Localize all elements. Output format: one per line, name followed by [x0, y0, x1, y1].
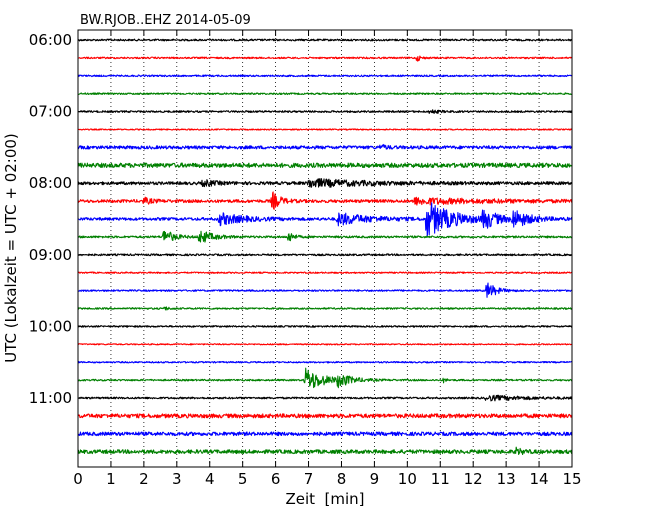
y-tick-label: 07:00 [29, 103, 72, 121]
trace-line [77, 178, 573, 188]
trace-line [77, 306, 573, 311]
y-tick-label: 06:00 [29, 31, 72, 49]
trace-line [77, 162, 573, 169]
trace-line [77, 202, 573, 237]
trace-line [77, 92, 573, 96]
y-axis-ticks: 06:00 07:00 08:00 09:00 10:00 11:00 [29, 31, 572, 407]
x-tick-label: 13 [497, 470, 516, 488]
trace-line [77, 431, 573, 437]
x-tick-label: 1 [106, 470, 116, 488]
x-tick-label: 3 [172, 470, 182, 488]
x-tick-label: 9 [370, 470, 380, 488]
trace-line [77, 230, 573, 243]
trace-line [77, 191, 573, 210]
y-tick-label: 09:00 [29, 246, 72, 264]
trace-line [77, 109, 573, 114]
x-tick-label: 8 [337, 470, 347, 488]
trace-line [77, 413, 573, 419]
x-tick-label: 0 [73, 470, 83, 488]
x-tick-label: 15 [562, 470, 581, 488]
trace-line [77, 446, 573, 456]
trace-line [77, 282, 573, 298]
trace-line [77, 253, 573, 257]
chart-title: BW.RJOB..EHZ 2014-05-09 [80, 13, 251, 28]
x-tick-label: 12 [464, 470, 483, 488]
x-tick-label: 5 [238, 470, 248, 488]
trace-line [77, 271, 573, 274]
y-tick-label: 08:00 [29, 174, 72, 192]
y-axis-label: UTC (Lokalzeit = UTC + 02:00) [2, 133, 20, 363]
plot-frame [77, 29, 573, 468]
x-tick-label: 2 [139, 470, 149, 488]
x-tick-label: 7 [304, 470, 314, 488]
x-axis-ticks: 0 1 2 3 4 5 6 7 8 9 10 11 12 13 14 15 [73, 30, 582, 488]
x-tick-label: 10 [398, 470, 417, 488]
trace-line [77, 325, 573, 328]
trace-line [77, 74, 573, 78]
trace-line [77, 143, 573, 150]
vertical-grid [110, 30, 540, 467]
x-tick-label: 11 [431, 470, 450, 488]
trace-line [77, 360, 573, 364]
x-tick-label: 6 [271, 470, 281, 488]
trace-line [77, 367, 573, 389]
trace-line [77, 343, 573, 346]
y-tick-label: 10:00 [29, 317, 72, 335]
x-tick-label: 14 [530, 470, 549, 488]
x-axis-label: Zeit [min] [285, 490, 364, 508]
trace-line [77, 128, 573, 131]
trace-line [77, 38, 573, 42]
y-tick-label: 11:00 [29, 389, 72, 407]
trace-line [77, 394, 573, 402]
trace-line [77, 55, 573, 62]
x-tick-label: 4 [205, 470, 215, 488]
seismogram-traces [77, 38, 573, 456]
